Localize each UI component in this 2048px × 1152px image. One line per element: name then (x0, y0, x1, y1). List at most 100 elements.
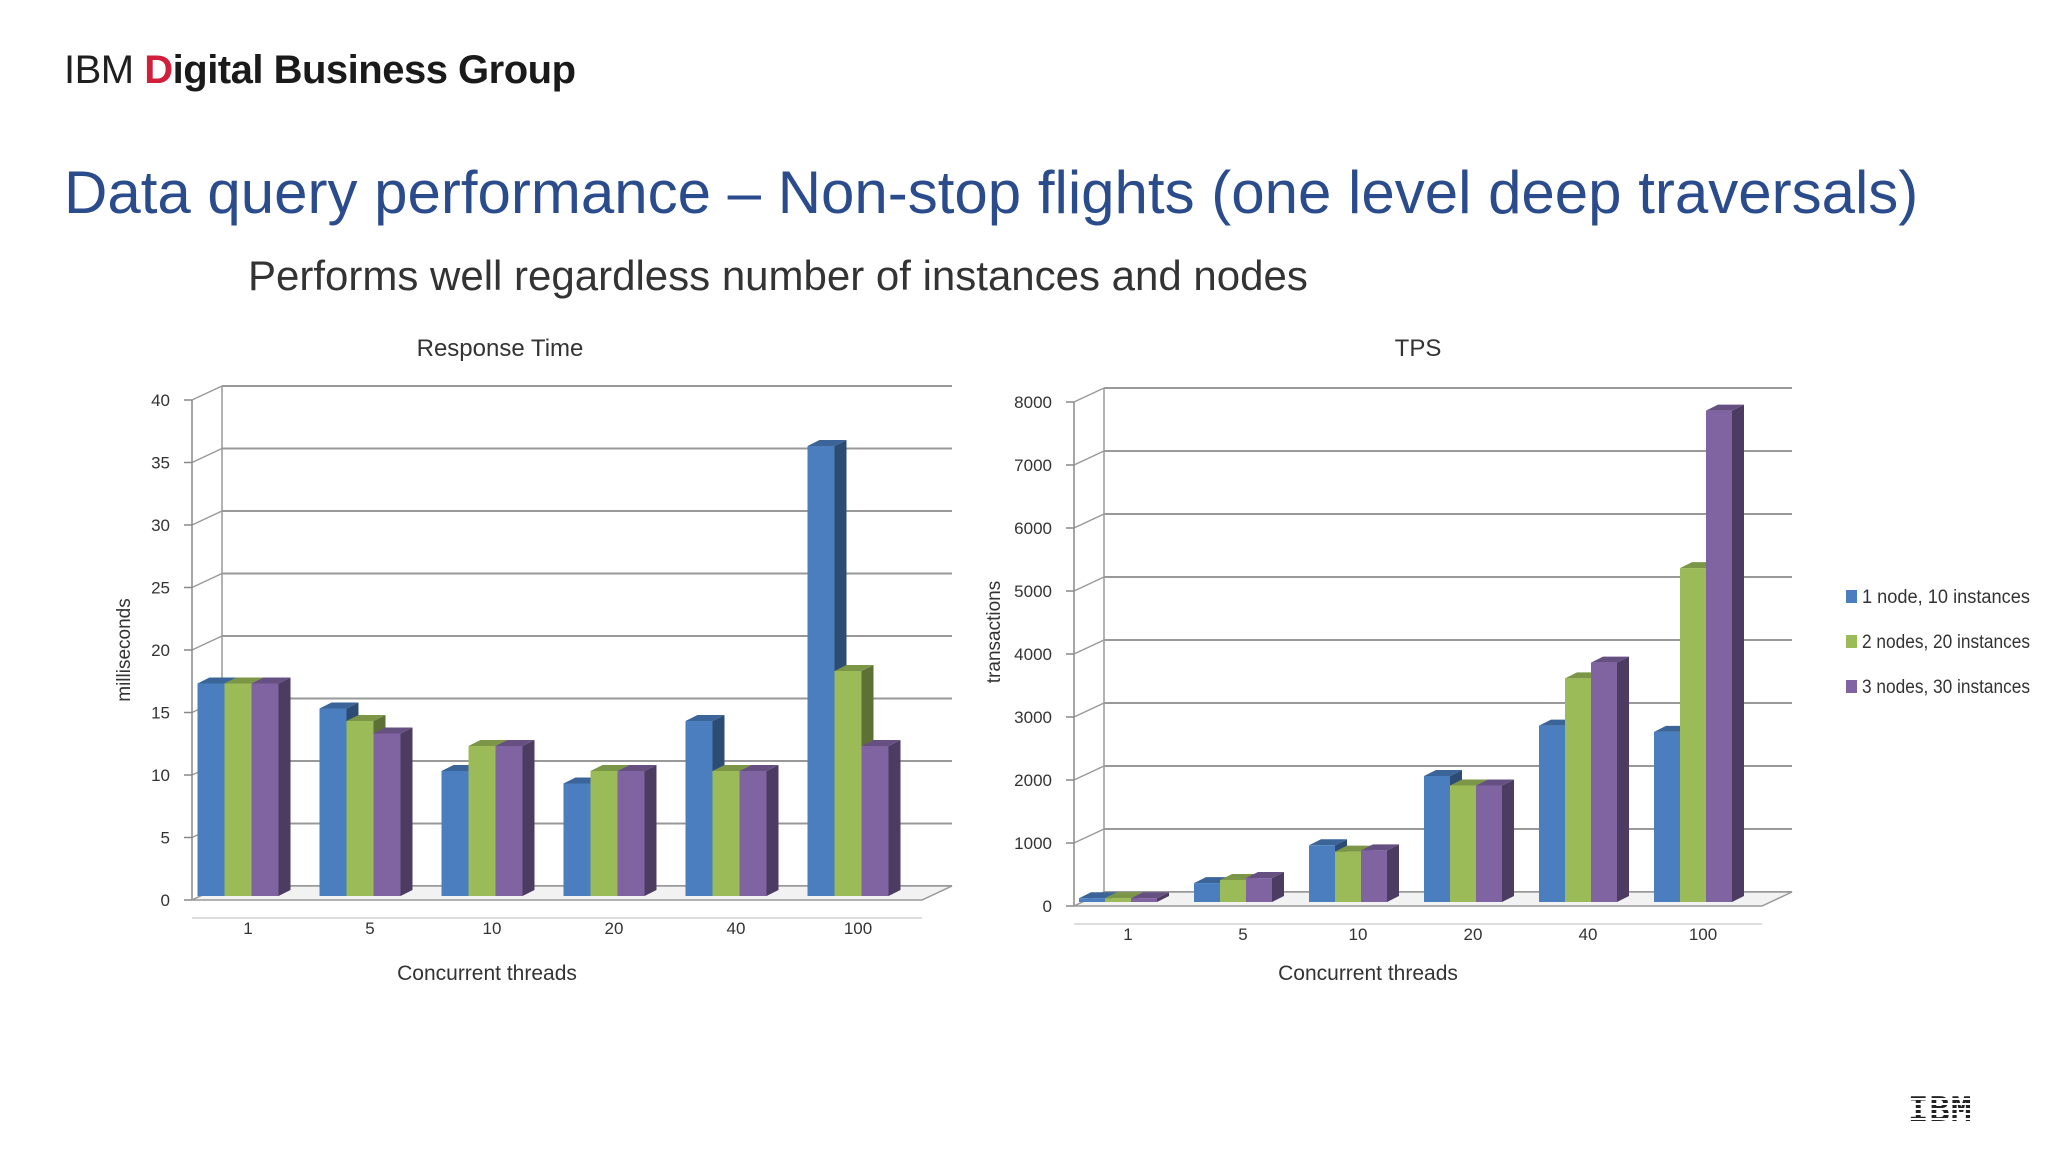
y-tick-label: 1000 (1014, 834, 1052, 853)
bar-top (685, 715, 725, 721)
bar (712, 771, 740, 896)
y-tick-label: 30 (151, 516, 170, 535)
bar-top (590, 765, 630, 771)
bar-top (251, 677, 291, 684)
gridline-side (1073, 828, 1105, 844)
legend: 1 node, 10 instances 2 nodes, 20 instance… (1846, 587, 2030, 698)
legend-swatch (1846, 590, 1857, 603)
x-tick-label: 20 (1464, 925, 1483, 944)
y-tick-label: 0 (1043, 897, 1052, 916)
x-tick-label: 100 (844, 919, 872, 938)
bar-top (807, 440, 847, 446)
bar-side (522, 740, 535, 896)
bar (1424, 776, 1450, 902)
bar-top (1476, 779, 1514, 786)
y-tick-label: 7000 (1014, 456, 1052, 475)
bar (617, 771, 645, 896)
legend-swatch (1846, 680, 1857, 693)
ibm-footer-logo: IBM (1908, 1090, 1973, 1130)
bar-side (1732, 404, 1744, 902)
x-tick-label: 40 (1579, 925, 1598, 944)
y-tick-label: 0 (161, 891, 170, 910)
bar (1450, 785, 1476, 902)
bar-top (617, 765, 657, 771)
slide-title: Data query performance – Non-stop flight… (64, 159, 1919, 226)
y-tick-label: 5 (161, 829, 170, 848)
gridline-side (191, 635, 223, 651)
brand-rest: igital Business Group (172, 48, 576, 92)
bar-top (224, 677, 264, 684)
legend-label: 2 nodes, 20 instances (1862, 632, 2030, 653)
x-tick-label: 5 (1238, 925, 1247, 944)
bar (861, 746, 889, 896)
y-axis-label: transactions (984, 581, 1005, 683)
bar (468, 746, 496, 896)
bar-top (1450, 779, 1488, 786)
bar (319, 708, 347, 896)
bar (197, 683, 225, 896)
bar-top (861, 740, 901, 746)
x-tick-label: 5 (365, 919, 374, 938)
y-tick-label: 20 (151, 641, 170, 660)
gridline-side (1073, 702, 1105, 718)
bar (807, 446, 835, 896)
y-tick-label: 15 (151, 704, 170, 723)
y-tick-label: 25 (151, 579, 170, 598)
legend-label: 3 nodes, 30 instances (1862, 677, 2030, 698)
bar (1680, 568, 1706, 902)
y-tick-label: 35 (151, 454, 170, 473)
bar-top (346, 715, 386, 721)
bar (1706, 410, 1732, 902)
y-tick-label: 4000 (1014, 645, 1052, 664)
bar (1105, 898, 1131, 902)
gridline-side (191, 385, 223, 401)
bar (1539, 725, 1565, 902)
gridline-side (1073, 765, 1105, 781)
y-tick-label: 10 (151, 766, 170, 785)
y-tick-label: 5000 (1014, 582, 1052, 601)
bar (1079, 898, 1105, 902)
bar (834, 671, 862, 896)
bar (1131, 898, 1157, 902)
bar (1565, 678, 1591, 902)
gridline-side (1073, 387, 1105, 403)
bar-side (400, 727, 413, 896)
bar-top (197, 677, 237, 684)
bar-top (1105, 892, 1143, 899)
bar (563, 783, 591, 896)
bar-top (1131, 892, 1169, 899)
x-axis-label: Concurrent threads (397, 962, 577, 985)
y-tick-label: 3000 (1014, 708, 1052, 727)
slide-subtitle: Performs well regardless number of insta… (248, 252, 1308, 299)
bar (1220, 879, 1246, 902)
y-axis-label: milliseconds (114, 598, 135, 701)
bar-top (373, 727, 413, 734)
bar-side (1387, 844, 1399, 902)
bar (441, 771, 469, 896)
bar (1194, 883, 1220, 902)
bar (1654, 731, 1680, 902)
bar (495, 746, 523, 896)
gridline-side (1073, 450, 1105, 466)
bar (1361, 850, 1387, 902)
x-axis-label: Concurrent threads (1278, 962, 1458, 985)
x-tick-label: 40 (727, 919, 746, 938)
x-tick-label: 20 (605, 919, 624, 938)
bar (739, 771, 767, 896)
legend-label: 1 node, 10 instances (1862, 587, 2030, 608)
bar-top (1591, 656, 1629, 663)
bar-side (766, 765, 779, 896)
chart-title: Response Time (417, 335, 584, 362)
chart-tps: 0 1000 2000 3000 4000 5000 6000 7000 8000 1 5 10 20 4… (984, 335, 2030, 985)
bar (373, 733, 401, 896)
gridline-side (1073, 639, 1105, 655)
bar (1335, 851, 1361, 902)
bar-top (739, 765, 779, 771)
brand-d: D (144, 48, 173, 92)
bar-top (1424, 770, 1462, 776)
x-tick-label: 100 (1689, 925, 1717, 944)
bar (1476, 785, 1502, 902)
bar-top (1706, 404, 1744, 411)
gridline-side (1073, 576, 1105, 592)
